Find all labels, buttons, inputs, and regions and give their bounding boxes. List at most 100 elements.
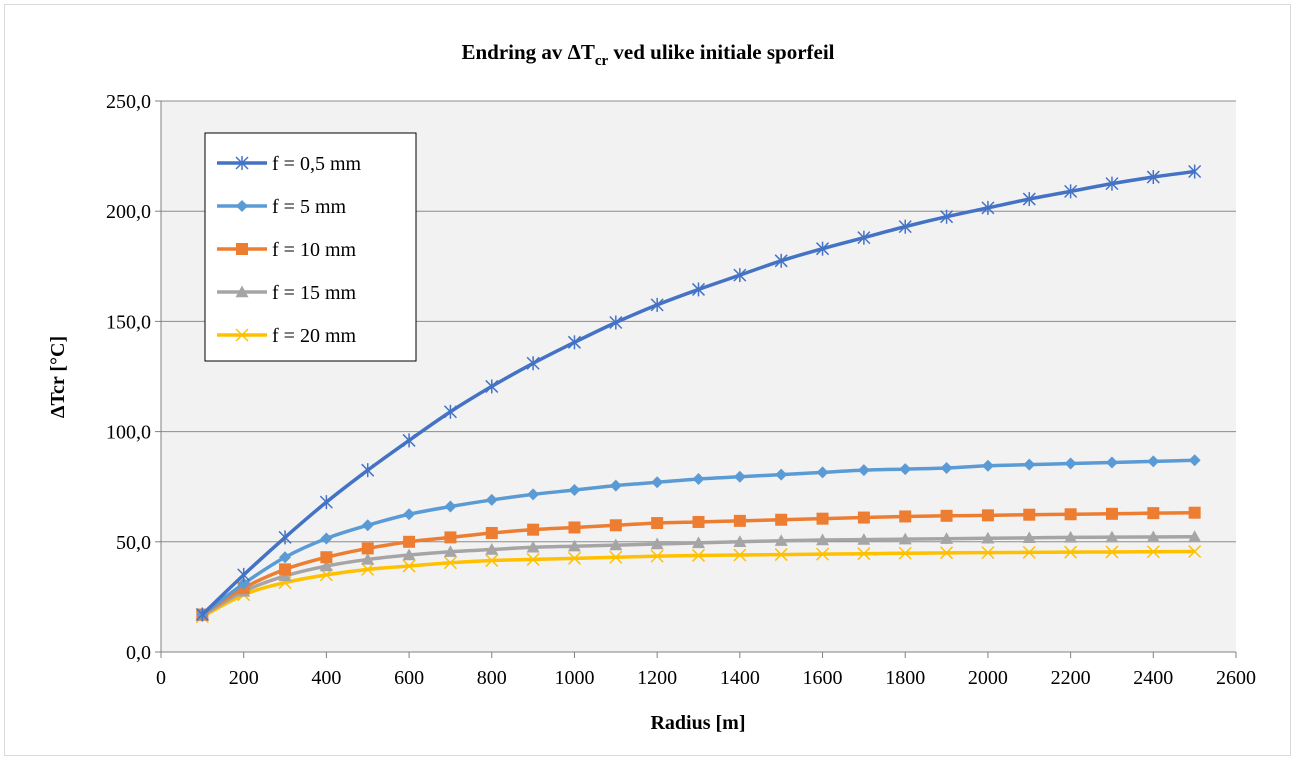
data-point — [402, 548, 416, 561]
data-point — [443, 545, 457, 557]
data-point — [527, 488, 540, 501]
data-point — [361, 542, 374, 555]
series-2 — [196, 454, 1201, 621]
data-point — [940, 509, 953, 522]
data-point — [816, 547, 830, 561]
data-point — [1105, 507, 1118, 520]
data-point — [485, 543, 499, 555]
data-point — [1022, 545, 1036, 559]
x-tick-label: 2400 — [1133, 667, 1173, 689]
series-1 — [195, 164, 1202, 622]
data-point — [651, 476, 664, 489]
data-point — [857, 533, 871, 545]
legend-marker — [235, 285, 249, 298]
data-point — [402, 559, 416, 573]
data-point — [692, 472, 705, 485]
data-point — [981, 509, 994, 522]
data-point — [485, 554, 499, 568]
data-point — [1022, 531, 1036, 544]
data-point — [774, 548, 788, 562]
data-point — [443, 404, 457, 419]
data-point — [1023, 508, 1036, 521]
data-point — [857, 230, 871, 245]
legend-marker — [236, 200, 248, 212]
data-point — [402, 433, 416, 448]
y-axis-title: ΔTcr [°C] — [47, 336, 69, 418]
data-point — [775, 468, 788, 481]
data-point — [609, 519, 622, 532]
y-tick-label: 0,0 — [126, 642, 151, 664]
data-point — [1064, 530, 1078, 543]
data-point — [526, 356, 540, 371]
data-point — [403, 535, 416, 548]
data-point — [940, 209, 954, 224]
data-point — [816, 533, 830, 546]
data-point — [279, 563, 292, 576]
legend-item-5: f = 20 mm — [217, 325, 356, 347]
x-tick-label: 2000 — [968, 667, 1008, 689]
data-point — [403, 508, 416, 521]
legend-label: f = 20 mm — [272, 325, 356, 347]
data-point — [774, 253, 788, 268]
data-point — [1022, 192, 1036, 207]
y-tick-label: 50,0 — [116, 532, 151, 554]
data-point — [320, 532, 333, 545]
data-point — [981, 531, 995, 544]
data-point — [774, 534, 788, 546]
legend-item-1: f = 0,5 mm — [217, 153, 361, 175]
chart-title-subscript: cr — [595, 53, 609, 69]
data-point — [898, 532, 912, 545]
data-point — [485, 526, 498, 539]
data-point — [526, 552, 540, 566]
data-point — [1105, 176, 1119, 191]
y-tick-label: 200,0 — [106, 201, 151, 223]
data-point — [319, 559, 333, 572]
data-point — [1105, 456, 1118, 469]
x-tick-label: 1200 — [637, 667, 677, 689]
legend-marker — [235, 328, 249, 342]
data-point — [609, 550, 623, 564]
data-point — [567, 551, 581, 565]
x-tick-label: 0 — [156, 667, 166, 689]
y-tick-label: 150,0 — [106, 311, 151, 333]
data-point — [485, 379, 499, 394]
data-point — [1064, 184, 1078, 199]
x-axis-title: Radius [m] — [650, 712, 745, 734]
data-point — [237, 577, 250, 590]
data-point — [1064, 545, 1078, 559]
data-point — [279, 551, 292, 564]
data-point — [816, 241, 830, 256]
y-tick-labels: 0,0 50,0 100,0 150,0 200,0 250,0 — [106, 91, 151, 664]
data-point — [733, 514, 746, 527]
data-point — [692, 515, 705, 528]
chart-title-rest: ved ulike initiale sporfeil — [608, 40, 835, 64]
data-point — [527, 523, 540, 536]
data-point — [1188, 164, 1202, 179]
data-point — [651, 517, 664, 530]
x-tick-label: 1600 — [803, 667, 843, 689]
data-point — [1023, 458, 1036, 471]
data-point — [899, 463, 912, 476]
chart-frame: Endring av ΔTcr ved ulike initiale sporf… — [4, 4, 1291, 756]
legend-marker — [236, 243, 248, 255]
y-tick-label: 100,0 — [106, 422, 151, 444]
x-tick-label: 200 — [229, 667, 259, 689]
data-point — [361, 552, 375, 565]
series-3 — [196, 506, 1201, 621]
legend-item-4: f = 15 mm — [217, 282, 356, 304]
x-tick-label: 1000 — [554, 667, 594, 689]
data-point — [609, 315, 623, 330]
data-point — [1146, 170, 1160, 185]
data-point — [609, 538, 623, 551]
x-tick-label: 2600 — [1216, 667, 1256, 689]
data-point — [650, 297, 664, 312]
series-layer — [195, 164, 1202, 624]
x-tick-labels: 0 200 400 600 800 1000 1200 1400 1600 1800 2000 220… — [156, 667, 1256, 689]
data-point — [940, 532, 954, 544]
data-point — [361, 562, 375, 576]
data-point — [568, 484, 581, 497]
x-tick-label: 800 — [477, 667, 507, 689]
data-point — [1147, 507, 1160, 520]
legend-label: f = 10 mm — [272, 239, 356, 261]
x-tick-label: 2200 — [1051, 667, 1091, 689]
